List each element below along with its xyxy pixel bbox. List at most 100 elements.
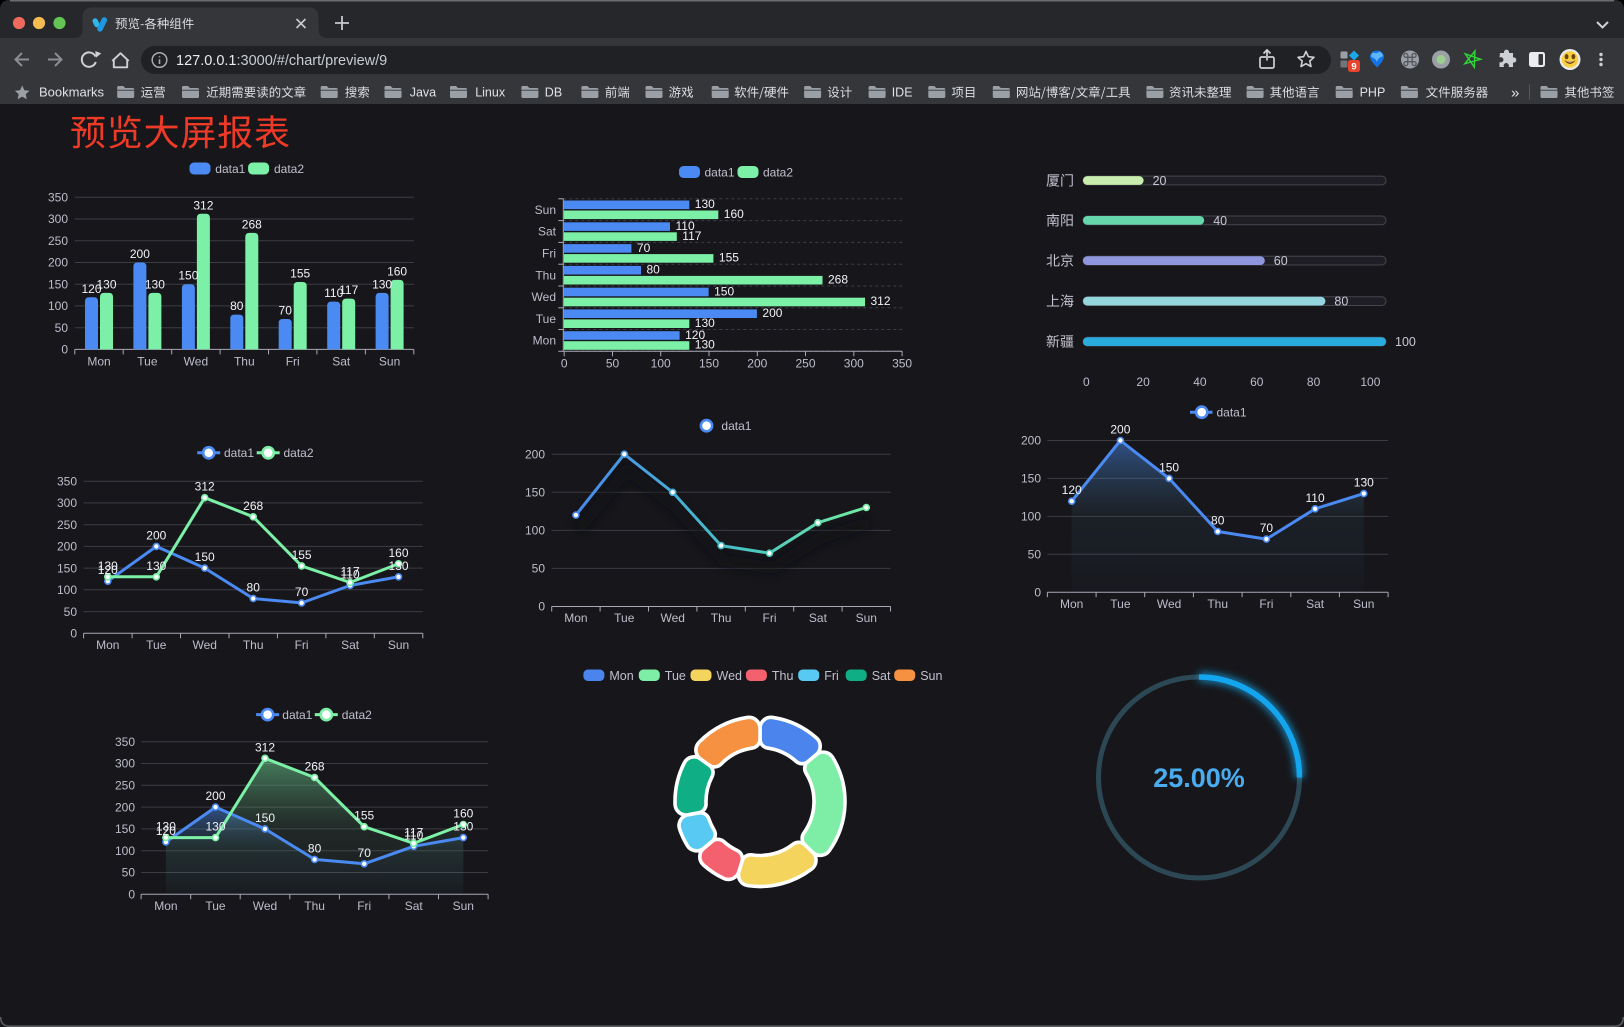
svg-text:130: 130 <box>372 277 392 291</box>
svg-text:155: 155 <box>354 809 374 823</box>
svg-text:50: 50 <box>64 605 78 619</box>
svg-text:Tue: Tue <box>665 669 686 683</box>
svg-text:268: 268 <box>305 760 325 774</box>
svg-text:data2: data2 <box>763 165 793 179</box>
svg-text:Sun: Sun <box>379 355 400 369</box>
svg-text:Sun: Sun <box>856 611 877 625</box>
svg-text:Fri: Fri <box>542 247 556 261</box>
svg-text:110: 110 <box>676 219 695 233</box>
svg-text:200: 200 <box>525 447 545 461</box>
svg-text:200: 200 <box>130 247 150 261</box>
svg-text:110: 110 <box>1306 491 1325 505</box>
svg-text:200: 200 <box>57 540 77 554</box>
svg-text:Thu: Thu <box>243 638 264 652</box>
svg-text:120: 120 <box>156 824 176 838</box>
svg-text:40: 40 <box>1193 375 1207 389</box>
svg-text:70: 70 <box>1260 521 1274 535</box>
svg-text:20: 20 <box>1136 375 1150 389</box>
svg-text:200: 200 <box>1110 423 1130 437</box>
svg-text:50: 50 <box>55 321 69 335</box>
svg-text:80: 80 <box>308 841 322 855</box>
svg-text:200: 200 <box>762 306 782 320</box>
svg-text:50: 50 <box>122 866 136 880</box>
svg-text:Mon: Mon <box>564 611 587 625</box>
svg-text:110: 110 <box>324 286 343 300</box>
svg-text:Wed: Wed <box>192 638 216 652</box>
svg-text:127.0.0.1:3000/#/chart/preview: 127.0.0.1:3000/#/chart/preview/9 <box>176 53 387 69</box>
svg-text:100: 100 <box>1360 375 1380 389</box>
svg-text:DB: DB <box>545 86 562 100</box>
svg-text:Thu: Thu <box>772 669 794 683</box>
svg-text:130: 130 <box>695 316 715 330</box>
svg-text:312: 312 <box>195 480 215 494</box>
svg-text:130: 130 <box>145 277 165 291</box>
svg-text:80: 80 <box>647 263 661 277</box>
svg-text:0: 0 <box>538 600 545 614</box>
svg-text:9: 9 <box>1351 62 1356 73</box>
svg-text:50: 50 <box>532 562 546 576</box>
svg-text:100: 100 <box>651 357 671 371</box>
svg-text:160: 160 <box>388 546 408 560</box>
svg-text:250: 250 <box>795 357 815 371</box>
svg-text:Wed: Wed <box>253 899 277 913</box>
svg-text:Mon: Mon <box>154 899 177 913</box>
svg-text:130: 130 <box>1354 476 1374 490</box>
svg-text:155: 155 <box>292 548 312 562</box>
svg-text:Sat: Sat <box>538 225 557 239</box>
svg-text:200: 200 <box>1021 434 1041 448</box>
svg-text:312: 312 <box>871 294 891 308</box>
svg-text:120: 120 <box>1062 483 1082 497</box>
svg-text:80: 80 <box>1334 295 1348 309</box>
svg-text:150: 150 <box>178 269 198 283</box>
svg-text:120: 120 <box>81 282 101 296</box>
svg-text:Thu: Thu <box>304 899 325 913</box>
svg-text:130: 130 <box>96 277 116 291</box>
svg-text:150: 150 <box>195 550 215 564</box>
svg-text:data2: data2 <box>284 446 314 460</box>
svg-text:80: 80 <box>247 581 261 595</box>
svg-text:Fri: Fri <box>763 611 777 625</box>
svg-text:Bookmarks: Bookmarks <box>39 85 105 100</box>
svg-text:155: 155 <box>290 267 310 281</box>
svg-text:Tue: Tue <box>614 611 635 625</box>
svg-text:268: 268 <box>243 499 263 513</box>
svg-text:Mon: Mon <box>96 638 119 652</box>
svg-text:0: 0 <box>128 888 135 902</box>
svg-text:350: 350 <box>892 357 912 371</box>
svg-text:data1: data1 <box>215 162 245 176</box>
svg-text:Sat: Sat <box>872 669 891 683</box>
svg-text:0: 0 <box>561 357 568 371</box>
svg-text:Sat: Sat <box>809 611 828 625</box>
svg-text:Thu: Thu <box>1207 597 1228 611</box>
svg-text:200: 200 <box>146 528 166 542</box>
svg-text:300: 300 <box>48 212 68 226</box>
svg-text:110: 110 <box>404 828 423 842</box>
svg-text:Tue: Tue <box>536 312 557 326</box>
svg-text:312: 312 <box>255 740 275 754</box>
svg-text:300: 300 <box>115 757 135 771</box>
svg-text:130: 130 <box>695 197 715 211</box>
svg-text:100: 100 <box>57 583 77 597</box>
svg-text:110: 110 <box>341 568 360 582</box>
svg-text:130: 130 <box>388 559 408 573</box>
svg-text:0: 0 <box>1083 375 1090 389</box>
svg-text:120: 120 <box>98 563 118 577</box>
svg-text:130: 130 <box>146 559 166 573</box>
svg-text:117: 117 <box>682 229 701 243</box>
svg-text:150: 150 <box>115 822 135 836</box>
svg-text:120: 120 <box>685 328 705 342</box>
svg-text:250: 250 <box>115 779 135 793</box>
svg-text:117: 117 <box>341 565 360 579</box>
svg-text:Sun: Sun <box>920 669 942 683</box>
svg-text:350: 350 <box>48 191 68 205</box>
svg-text:100: 100 <box>115 844 135 858</box>
svg-text:data1: data1 <box>721 419 751 433</box>
svg-text:data2: data2 <box>342 708 372 722</box>
svg-text:50: 50 <box>606 357 620 371</box>
svg-text:250: 250 <box>48 234 68 248</box>
svg-text:0: 0 <box>61 343 68 357</box>
svg-text:Linux: Linux <box>475 86 506 100</box>
svg-text:Mon: Mon <box>1060 597 1083 611</box>
svg-text:Wed: Wed <box>660 611 684 625</box>
svg-text:Mon: Mon <box>533 334 556 348</box>
